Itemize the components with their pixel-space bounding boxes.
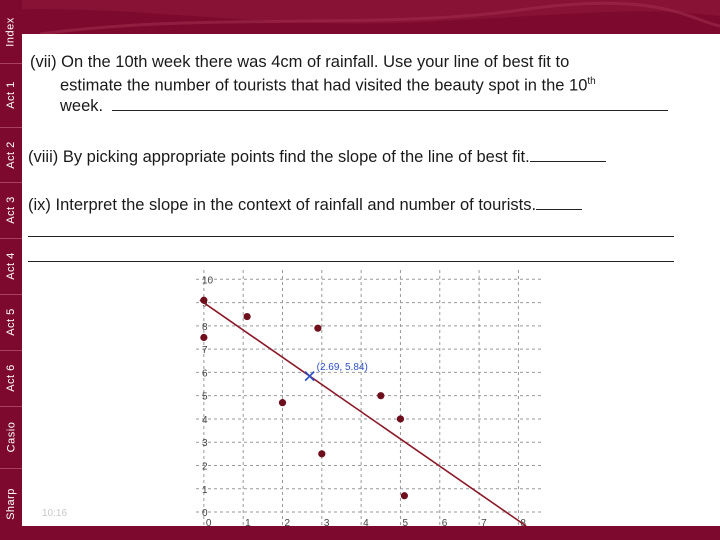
question-vii: (vii) On the 10th week there was 4cm of … [30, 52, 669, 116]
marked-point-cross [304, 371, 315, 382]
tab-act-4[interactable]: Act 4 [0, 238, 22, 295]
tab-label: Casio [5, 421, 17, 453]
answer-blank-ix[interactable] [536, 195, 583, 210]
y-tick-label: 10 [202, 275, 214, 286]
question-ix-line: (ix) Interpret the slope in the context … [28, 195, 583, 215]
question-vii-line-2: estimate the number of tourists that had… [30, 72, 668, 96]
data-point [243, 312, 251, 321]
x-tick-label: 3 [324, 518, 330, 526]
marked-point-label: (2.69, 5.84) [317, 362, 368, 373]
x-tick-label: 7 [481, 518, 487, 526]
y-tick-label: 4 [202, 415, 208, 426]
x-tick-label: 2 [285, 518, 291, 526]
tab-index[interactable]: Index [0, 0, 22, 64]
data-point [400, 492, 408, 500]
tab-act-1[interactable]: Act 1 [0, 63, 22, 128]
tab-label: Act 4 [5, 252, 18, 280]
y-tick-label: 0 [202, 508, 208, 519]
data-point [200, 296, 208, 304]
x-tick-label: 0 [206, 518, 212, 526]
y-tick-label: 8 [202, 322, 208, 333]
question-ix: (ix) Interpret the slope in the context … [28, 195, 583, 215]
y-tick-label: 3 [202, 438, 208, 449]
answer-line-ix-2[interactable] [28, 261, 674, 262]
data-point [396, 415, 405, 423]
y-tick-label: 1 [202, 485, 208, 496]
y-tick-label: 6 [202, 368, 208, 379]
footer-time: 10:16 [42, 508, 68, 519]
y-tick-label: 2 [202, 461, 208, 472]
answer-blank-vii[interactable] [112, 96, 669, 111]
tab-casio[interactable]: Casio [0, 406, 22, 469]
question-vii-line-2-text: estimate the number of tourists that had… [60, 76, 588, 95]
question-vii-line-3-text: week. [60, 96, 104, 115]
tab-label: Act 6 [5, 364, 18, 392]
x-tick-label: 1 [245, 518, 251, 526]
question-viii: (viii) By picking appropriate points fin… [28, 147, 606, 167]
scatter-graph: 012345678910012345678(2.69, 5.84) [196, 270, 542, 531]
x-tick-label: 6 [442, 518, 448, 526]
scatter-chart-svg: 012345678910012345678(2.69, 5.84) [196, 270, 542, 529]
tab-sharp[interactable]: Sharp [0, 468, 22, 540]
activity-sidebar: Index Act 1 Act 2 Act 3 Act 4 Act 5 Act … [0, 0, 22, 540]
x-tick-label: 5 [402, 518, 408, 526]
data-point [314, 324, 322, 332]
answer-line-ix-1[interactable] [28, 236, 674, 237]
bottom-decorative-band [0, 526, 720, 540]
data-point [200, 333, 208, 342]
x-tick-label: 4 [363, 518, 369, 526]
question-viii-text: (viii) By picking appropriate points fin… [28, 148, 530, 166]
tab-act-2[interactable]: Act 2 [0, 127, 22, 183]
data-point [278, 399, 287, 407]
tab-label: Act 1 [5, 81, 18, 109]
data-point [377, 392, 385, 400]
tab-act-5[interactable]: Act 5 [0, 294, 22, 351]
y-tick-label: 7 [202, 345, 208, 356]
top-decorative-band [0, 0, 720, 34]
tab-label: Act 2 [5, 140, 18, 169]
tab-act-3[interactable]: Act 3 [0, 182, 22, 239]
tab-label: Act 5 [5, 308, 18, 336]
superscript-th: th [587, 76, 596, 87]
data-point [318, 450, 326, 458]
question-viii-line: (viii) By picking appropriate points fin… [28, 147, 606, 167]
y-tick-label: 5 [202, 392, 208, 403]
line-of-best-fit [199, 299, 527, 527]
question-vii-line-1: (vii) On the 10th week there was 4cm of … [30, 53, 570, 71]
tab-label: Index [5, 16, 18, 47]
tab-act-6[interactable]: Act 6 [0, 350, 22, 407]
tab-label: Act 3 [5, 196, 18, 224]
tab-label: Sharp [5, 488, 18, 520]
question-vii-line-3: week. [30, 96, 669, 116]
chart-background [196, 270, 542, 526]
question-ix-text: (ix) Interpret the slope in the context … [28, 196, 537, 214]
answer-blank-viii[interactable] [529, 147, 606, 162]
